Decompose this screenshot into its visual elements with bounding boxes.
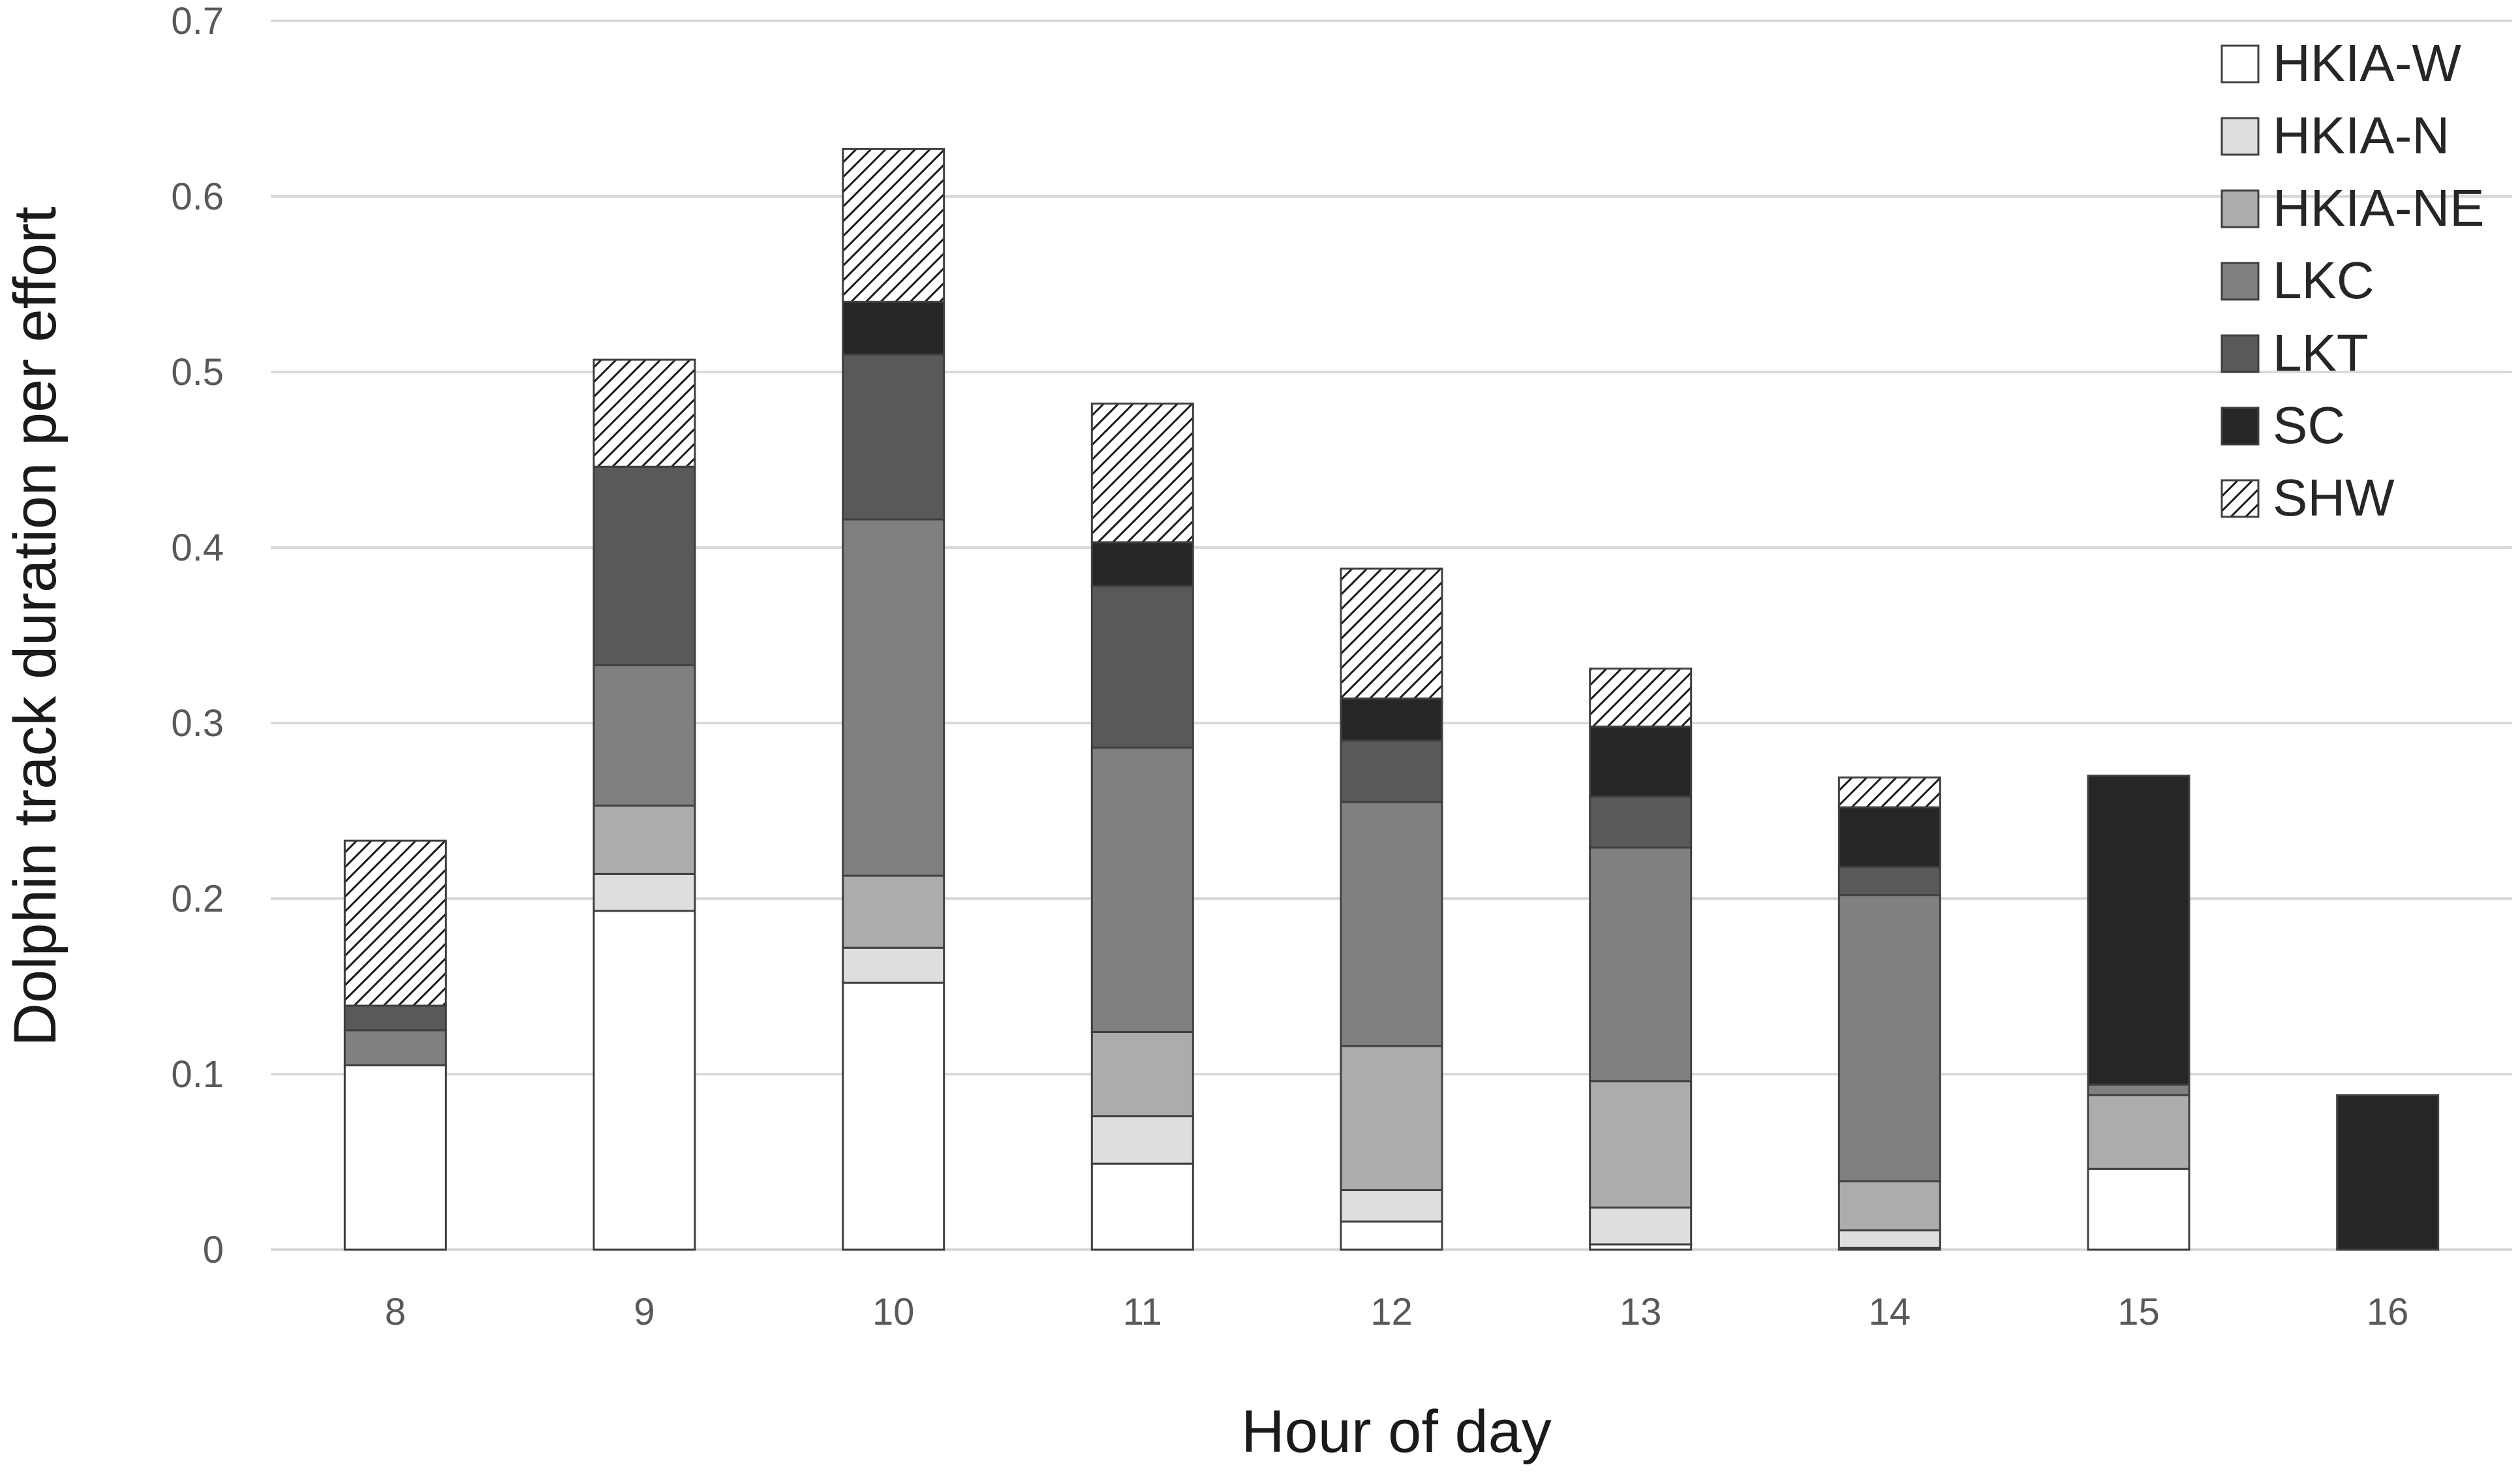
legend-label: LKC: [2273, 251, 2374, 309]
bar-segment-shw: [343, 839, 447, 1007]
legend-label: HKIA-N: [2273, 106, 2450, 164]
bar-segment-sc: [1090, 541, 1194, 587]
bar-segment-hkia-n: [1090, 1115, 1194, 1165]
bar-segment-hkia-ne: [1340, 1045, 1443, 1192]
bar-segment-hkia-ne: [1589, 1080, 1693, 1209]
bar-segment-hkia-ne: [842, 874, 945, 949]
bar-segment-hkia-ne: [592, 804, 696, 875]
bar-segment-sc: [2087, 775, 2190, 1086]
bar-segment-lkc: [343, 1029, 447, 1067]
bar-segment-lkc: [1589, 846, 1693, 1083]
bar-segment-hkia-w: [842, 981, 945, 1251]
x-tick-label: 15: [2117, 1291, 2160, 1333]
bar-segment-sc: [1340, 697, 1443, 742]
y-tick-label: 0.2: [171, 878, 224, 920]
y-tick-label: 0.4: [171, 527, 224, 569]
bar-segment-lkt: [1090, 585, 1194, 749]
bar-segment-shw: [842, 147, 945, 303]
x-tick-label: 13: [1620, 1291, 1662, 1333]
legend-swatch-hkia-ne: [2220, 189, 2260, 228]
bar-segment-hkia-n: [1837, 1229, 1941, 1249]
bar-segment-lkt: [1837, 866, 1941, 897]
bar-segment-lkc: [2087, 1083, 2190, 1096]
y-tick-label: 0.1: [171, 1053, 224, 1096]
legend-swatch-hkia-n: [2220, 117, 2260, 156]
x-tick-label: 12: [1370, 1291, 1413, 1333]
bar-segment-hkia-n: [1340, 1189, 1443, 1223]
bar-segment-hkia-w: [2087, 1167, 2190, 1251]
x-tick-label: 10: [872, 1291, 915, 1333]
bar-segment-lkc: [1090, 747, 1194, 1033]
legend-label: SC: [2273, 396, 2345, 454]
bar-segment-lkc: [842, 518, 945, 877]
x-tick-label: 9: [634, 1291, 654, 1333]
bar-segment-shw: [1090, 402, 1194, 544]
bar-segment-shw: [592, 358, 696, 468]
y-tick-label: 0.6: [171, 176, 224, 218]
legend: HKIA-W HKIA-N HKIA-NE LKC LKT SC SHW: [2220, 34, 2485, 527]
bar-segment-hkia-w: [592, 910, 696, 1251]
bar-segment-hkia-n: [1589, 1206, 1693, 1246]
legend-swatch-lkc: [2220, 262, 2260, 301]
x-tick-label: 16: [2367, 1291, 2409, 1333]
y-tick-label: 0.5: [171, 351, 224, 393]
bar-segment-hkia-w: [1340, 1220, 1443, 1251]
legend-swatch-lkt: [2220, 334, 2260, 373]
bar-segment-lkc: [592, 664, 696, 807]
legend-label: LKT: [2273, 324, 2369, 382]
y-tick-label: 0.3: [171, 702, 224, 745]
bar-segment-hkia-w: [343, 1064, 447, 1251]
bar-segment-lkc: [1837, 894, 1941, 1182]
y-tick-label: 0.7: [171, 0, 224, 42]
legend-label: HKIA-NE: [2273, 179, 2485, 237]
bar-segment-lkt: [343, 1004, 447, 1032]
bar-segment-sc: [1837, 806, 1941, 869]
bar-segment-lkt: [1589, 795, 1693, 849]
legend-swatch-sc: [2220, 407, 2260, 446]
bar-segment-hkia-n: [842, 946, 945, 984]
bar-segment-hkia-w: [1090, 1162, 1194, 1251]
legend-label: SHW: [2273, 469, 2395, 527]
x-tick-label: 11: [1123, 1291, 1162, 1333]
legend-label: HKIA-W: [2273, 34, 2461, 92]
legend-swatch-hkia-w: [2220, 44, 2260, 84]
bar-segment-sc: [842, 300, 945, 356]
x-tick-label: 14: [1869, 1291, 1911, 1333]
bar-segment-lkt: [842, 353, 945, 521]
x-tick-label: 8: [385, 1291, 406, 1333]
y-tick-label: 0: [203, 1229, 224, 1271]
bar-segment-lkt: [592, 465, 696, 666]
bars: [343, 147, 2440, 1251]
y-axis-title: Dolphin track duration per effort: [2, 206, 69, 1046]
bar-segment-shw: [1837, 776, 1941, 809]
bar-segment-shw: [1589, 668, 1693, 728]
bar-segment-sc: [2336, 1094, 2440, 1251]
bar-segment-hkia-ne: [1090, 1030, 1194, 1118]
bar-segment-hkia-ne: [2087, 1094, 2190, 1170]
bar-segment-shw: [1340, 567, 1443, 700]
x-tick-labels: 8 9 10 11 12 13 14 15 16: [385, 1291, 2409, 1333]
bar-segment-lkt: [1340, 739, 1443, 803]
bar-segment-hkia-n: [592, 872, 696, 912]
y-tick-labels: 0 0.1 0.2 0.3 0.4 0.5 0.6 0.7: [171, 0, 224, 1271]
legend-swatch-shw: [2220, 479, 2260, 518]
bar-segment-sc: [1589, 725, 1693, 798]
bar-segment-lkc: [1340, 801, 1443, 1047]
bar-segment-hkia-ne: [1837, 1180, 1941, 1231]
x-axis-title: Hour of day: [1241, 1398, 1552, 1465]
